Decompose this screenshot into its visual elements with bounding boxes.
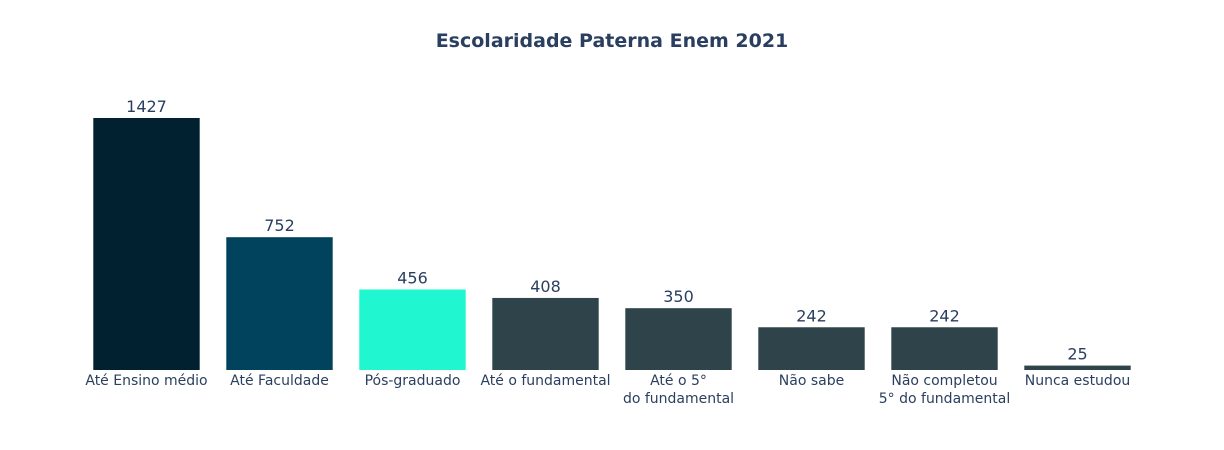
bar[interactable] (93, 118, 200, 370)
x-tick-label: Até Faculdade (230, 373, 329, 389)
bar[interactable] (226, 237, 333, 370)
x-tick-label: do fundamental (623, 391, 734, 407)
bar-value-label: 1427 (126, 97, 167, 116)
bar-value-label: 242 (929, 306, 960, 325)
bar[interactable] (492, 297, 599, 370)
bar-value-label: 456 (397, 268, 428, 287)
bar[interactable] (758, 327, 865, 370)
bar[interactable] (625, 308, 732, 370)
x-tick-label: Pós-graduado (365, 373, 461, 389)
chart-title: Escolaridade Paterna Enem 2021 (435, 30, 789, 52)
bar-value-label: 242 (796, 306, 827, 325)
x-tick-label: Até o 5° (650, 373, 707, 389)
x-tick-label: 5° do fundamental (879, 391, 1010, 407)
bar-value-label: 408 (530, 277, 561, 296)
x-tick-label: Não completou (891, 373, 997, 389)
bar-value-label: 350 (663, 287, 694, 306)
bar[interactable] (1024, 365, 1131, 370)
bar[interactable] (359, 289, 466, 370)
bar[interactable] (891, 327, 998, 370)
bar-value-label: 752 (264, 216, 295, 235)
x-tick-label: Até o fundamental (480, 373, 610, 389)
x-tick-label: Não sabe (779, 373, 844, 389)
bar-value-label: 25 (1067, 345, 1087, 364)
x-tick-label: Nunca estudou (1025, 373, 1131, 389)
x-tick-label: Até Ensino médio (85, 373, 207, 389)
